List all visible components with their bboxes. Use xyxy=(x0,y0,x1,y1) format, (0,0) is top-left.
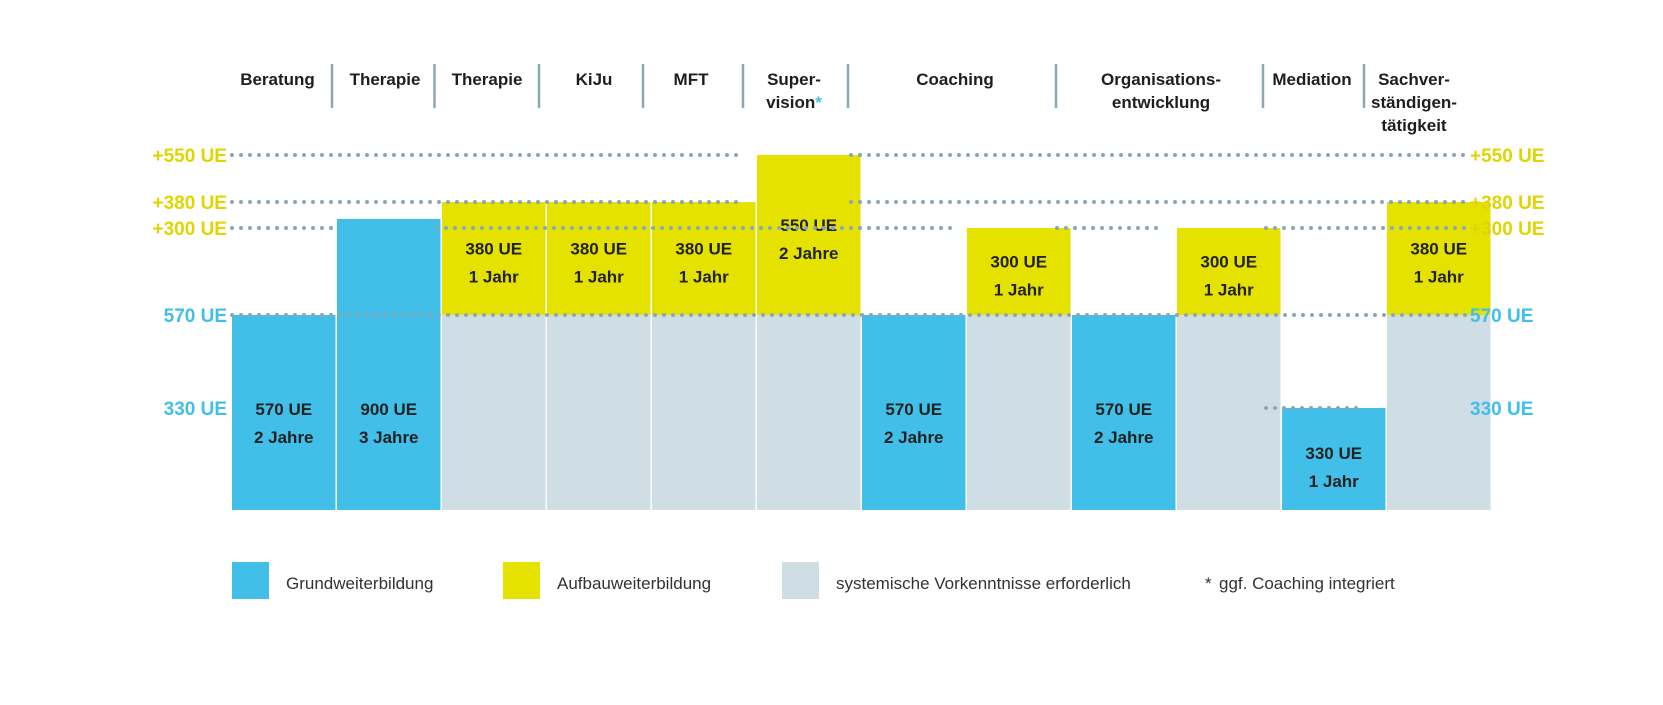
bar-duration-label: 1 Jahr xyxy=(1204,281,1254,300)
bar-value-label: 300 UE xyxy=(1200,253,1257,272)
bar-value-label: 570 UE xyxy=(885,400,942,419)
bar-value-label: 380 UE xyxy=(1410,240,1467,259)
bar-value-label: 570 UE xyxy=(1095,400,1152,419)
bar-value-label: 330 UE xyxy=(1305,444,1362,463)
category-label: Mediation xyxy=(1272,70,1351,89)
category-label: entwicklung xyxy=(1112,93,1210,112)
bar-segment-aufbau xyxy=(442,202,546,315)
bar-segment-grund xyxy=(337,219,441,510)
bar-duration-label: 1 Jahr xyxy=(994,281,1044,300)
legend-swatch-vorkenntnis xyxy=(782,562,819,599)
reference-level-label-right: 330 UE xyxy=(1470,399,1533,420)
legend-swatch-aufbau xyxy=(503,562,540,599)
reference-level-label-left: +300 UE xyxy=(153,219,227,240)
reference-level-label-left: 330 UE xyxy=(164,399,227,420)
category-label: ständigen- xyxy=(1371,93,1457,112)
reference-level-label-right: 570 UE xyxy=(1470,306,1533,327)
bar-duration-label: 1 Jahr xyxy=(1414,268,1464,287)
bar-segment-aufbau xyxy=(547,202,651,315)
category-label: KiJu xyxy=(576,70,613,89)
bar-duration-label: 1 Jahr xyxy=(469,268,519,287)
reference-level-label-right: +380 UE xyxy=(1470,193,1544,214)
category-label: Therapie xyxy=(350,70,421,89)
bar-duration-label: 2 Jahre xyxy=(254,428,314,447)
bar-segment-vorkenntnis xyxy=(757,315,861,510)
category-label: Beratung xyxy=(240,70,315,89)
reference-level-label-right: +300 UE xyxy=(1470,219,1544,240)
bar-value-label: 300 UE xyxy=(990,253,1047,272)
bar-segment-aufbau xyxy=(757,155,861,315)
category-label: Super- xyxy=(767,70,821,89)
category-label: MFT xyxy=(674,70,710,89)
category-label: Organisations- xyxy=(1101,70,1221,89)
legend-label: Grundweiterbildung xyxy=(286,574,433,593)
bar-duration-label: 2 Jahre xyxy=(1094,428,1154,447)
bar-segment-grund xyxy=(232,315,336,510)
category-label: Sachver- xyxy=(1378,70,1450,89)
bar-value-label: 900 UE xyxy=(360,400,417,419)
bar-duration-label: 2 Jahre xyxy=(884,428,944,447)
legend-label: ggf. Coaching integriert xyxy=(1219,574,1395,593)
bar-segment-vorkenntnis xyxy=(967,315,1071,510)
bar-value-label: 380 UE xyxy=(465,240,522,259)
reference-level-label-left: 570 UE xyxy=(164,306,227,327)
asterisk-mark: * xyxy=(815,93,822,112)
bar-segment-vorkenntnis xyxy=(1387,315,1491,510)
bar-duration-label: 1 Jahr xyxy=(574,268,624,287)
bar-duration-label: 2 Jahre xyxy=(779,244,839,263)
bar-value-label: 550 UE xyxy=(780,216,837,235)
bar-segment-aufbau xyxy=(967,228,1071,315)
bar-segment-grund xyxy=(1282,408,1386,510)
bar-segment-vorkenntnis xyxy=(1177,315,1281,510)
bar-segment-aufbau xyxy=(1177,228,1281,315)
bar-duration-label: 1 Jahr xyxy=(1309,472,1359,491)
bar-duration-label: 1 Jahr xyxy=(679,268,729,287)
reference-level-label-left: +550 UE xyxy=(153,146,227,167)
legend-label: Aufbauweiterbildung xyxy=(557,574,711,593)
bar-segment-vorkenntnis xyxy=(442,315,546,510)
category-label: vision* xyxy=(766,93,822,112)
category-label: Therapie xyxy=(452,70,523,89)
legend-asterisk: * xyxy=(1205,574,1212,593)
bar-segment-grund xyxy=(1072,315,1176,510)
category-label: Coaching xyxy=(916,70,993,89)
bar-segment-vorkenntnis xyxy=(547,315,651,510)
bar-segment-aufbau xyxy=(1387,202,1491,315)
bar-segment-grund xyxy=(862,315,966,510)
bar-duration-label: 3 Jahre xyxy=(359,428,419,447)
bar-segment-aufbau xyxy=(652,202,756,315)
bar-segment-vorkenntnis xyxy=(652,315,756,510)
bar-value-label: 570 UE xyxy=(255,400,312,419)
bar-value-label: 380 UE xyxy=(675,240,732,259)
reference-level-label-right: +550 UE xyxy=(1470,146,1544,167)
reference-level-label-left: +380 UE xyxy=(153,193,227,214)
legend-label: systemische Vorkenntnisse erforderlich xyxy=(836,574,1131,593)
category-label: tätigkeit xyxy=(1381,116,1447,135)
bar-value-label: 380 UE xyxy=(570,240,627,259)
legend-swatch-grund xyxy=(232,562,269,599)
